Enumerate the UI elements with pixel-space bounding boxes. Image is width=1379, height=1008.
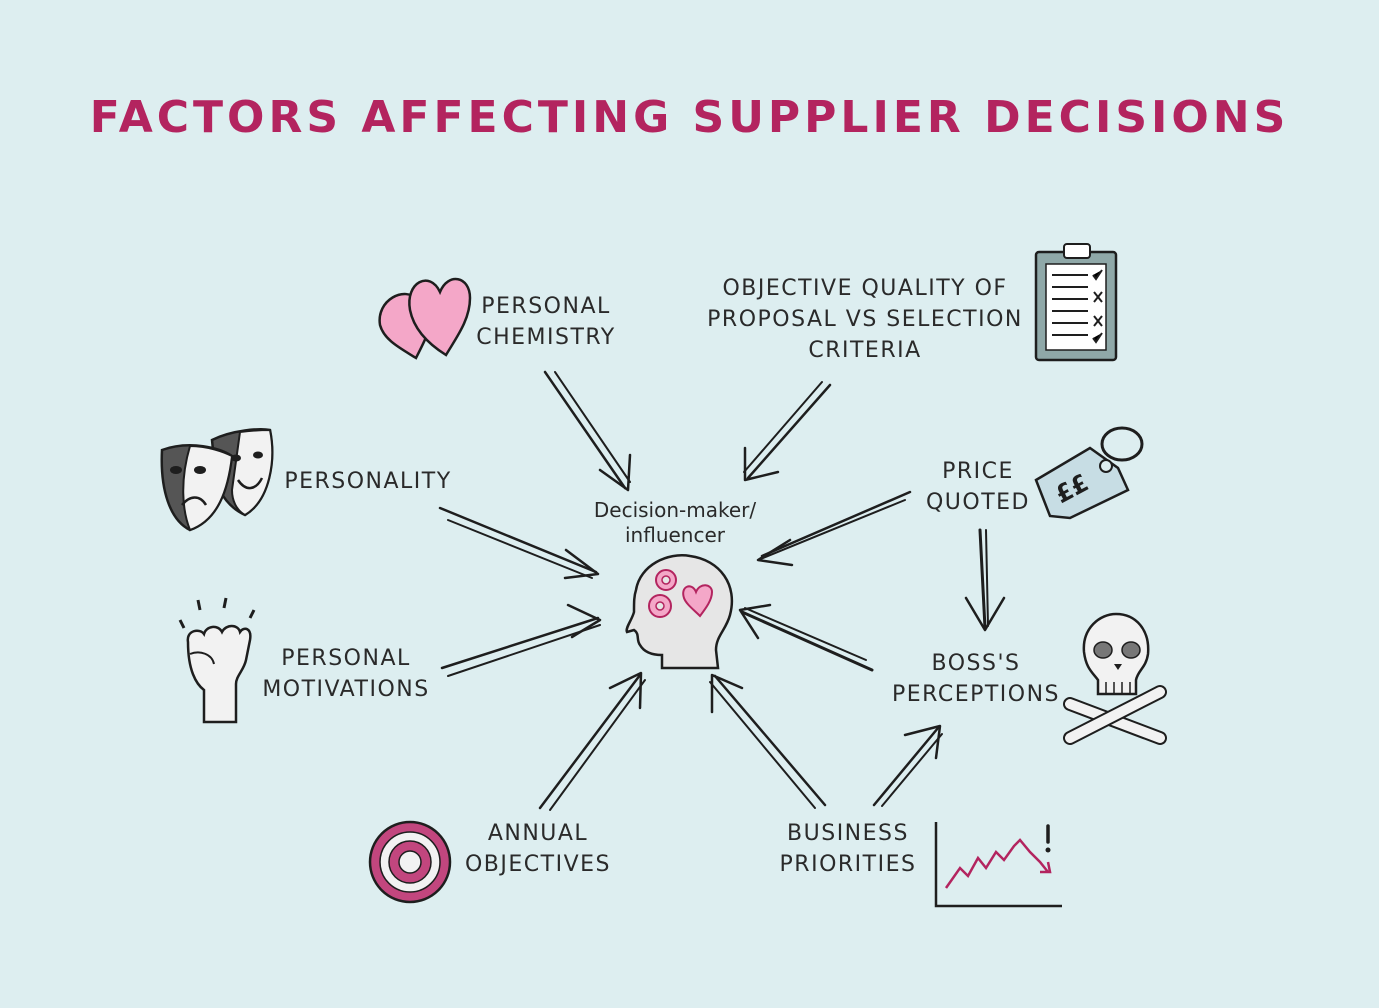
hearts-icon xyxy=(378,277,472,360)
factor-price-quoted: PRICE QUOTED xyxy=(918,456,1038,518)
theatre-masks-icon xyxy=(160,428,274,532)
factor-line: CHEMISTRY xyxy=(476,325,616,350)
arrow-annual-objectives xyxy=(538,671,646,811)
factor-line: QUOTED xyxy=(925,490,1030,515)
arrow-personality xyxy=(438,506,600,580)
factor-boss-perceptions: BOSS'S PERCEPTIONS xyxy=(888,648,1064,710)
head-gears-heart-icon xyxy=(625,554,734,670)
factor-line: BUSINESS xyxy=(787,821,909,846)
arrow-objective-quality xyxy=(743,381,832,482)
center-label-line: Decision-maker/ xyxy=(593,498,757,522)
factor-line: OBJECTIVE QUALITY OF xyxy=(722,276,1008,301)
factor-line: PROPOSAL VS SELECTION xyxy=(707,307,1023,332)
factor-line: OBJECTIVES xyxy=(464,852,611,877)
clipboard-checklist-icon xyxy=(1034,243,1118,362)
factor-line: ANNUAL xyxy=(487,821,589,846)
center-label: Decision-maker/ influencer xyxy=(565,498,785,548)
factor-line: PRICE xyxy=(942,459,1014,484)
falling-chart-icon xyxy=(934,822,1062,908)
arrow-personal-chemistry xyxy=(543,370,632,492)
factor-line: PERSONAL xyxy=(481,294,611,319)
page-title: FACTORS AFFECTING SUPPLIER DECISIONS xyxy=(89,92,1290,143)
factor-personality: PERSONALITY xyxy=(280,466,456,497)
arrow-personal-motivations xyxy=(440,603,602,677)
factor-line: CRITERIA xyxy=(808,338,922,363)
raised-fist-icon xyxy=(178,597,256,724)
factor-line: BOSS'S xyxy=(931,651,1021,676)
arrow-boss-perceptions xyxy=(738,603,874,672)
factor-line: PERSONAL xyxy=(281,646,411,671)
factor-personal-chemistry: PERSONAL CHEMISTRY xyxy=(466,291,626,353)
arrow-business-to-boss xyxy=(872,724,943,807)
factor-line: PERSONALITY xyxy=(284,469,452,494)
skull-crossbones-icon xyxy=(1063,612,1167,745)
factor-annual-objectives: ANNUAL OBJECTIVES xyxy=(460,818,616,880)
factor-objective-quality: OBJECTIVE QUALITY OF PROPOSAL VS SELECTI… xyxy=(700,273,1030,366)
arrow-business-priorities xyxy=(709,673,827,809)
arrow-price-quoted xyxy=(756,490,912,567)
center-label-line: influencer xyxy=(624,523,725,547)
factor-line: PRIORITIES xyxy=(779,852,917,877)
factor-line: MOTIVATIONS xyxy=(262,677,430,702)
factor-line: PERCEPTIONS xyxy=(891,682,1061,707)
price-tag-icon: ££ xyxy=(1034,426,1144,520)
factor-business-priorities: BUSINESS PRIORITIES xyxy=(778,818,918,880)
target-icon xyxy=(368,820,452,904)
factor-personal-motivations: PERSONAL MOTIVATIONS xyxy=(256,643,436,705)
arrow-price-to-boss xyxy=(964,528,1006,632)
